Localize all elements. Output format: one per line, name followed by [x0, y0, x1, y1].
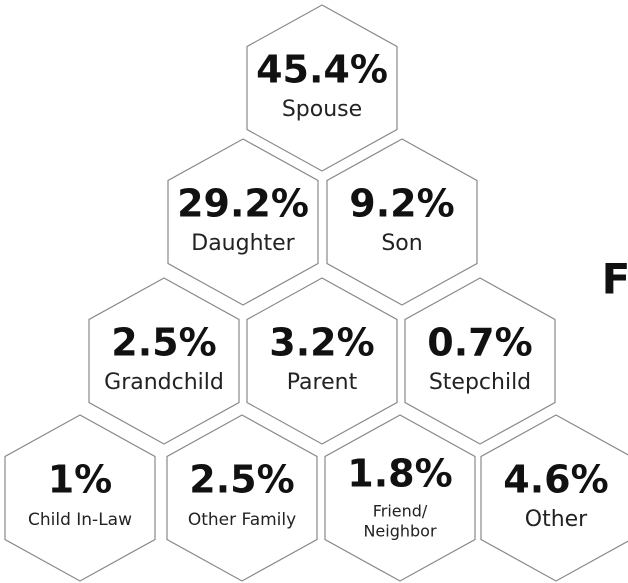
- tile-value: 3.2%: [269, 321, 374, 365]
- hexagon: [326, 138, 478, 306]
- tile-value: 45.4%: [256, 48, 388, 92]
- hex-tile: 45.4% Spouse: [246, 4, 398, 172]
- tile-value: 9.2%: [349, 182, 454, 226]
- hex-tile: 1.8% Friend/Neighbor: [324, 414, 476, 582]
- hexagon: [324, 414, 476, 582]
- tile-value: 29.2%: [177, 182, 309, 226]
- side-text: F: [602, 255, 628, 304]
- hex-tile: 2.5% Other Family: [166, 414, 318, 582]
- tile-value: 1.8%: [347, 452, 452, 496]
- tile-label: Spouse: [282, 97, 362, 122]
- hexagon: [167, 138, 319, 306]
- hexagon: [404, 277, 556, 445]
- hex-tile: 9.2% Son: [326, 138, 478, 306]
- tile-label: Grandchild: [104, 370, 224, 395]
- tile-value: 0.7%: [427, 321, 532, 365]
- tile-label: Friend/: [373, 502, 428, 521]
- hex-tile: 0.7% Stepchild: [404, 277, 556, 445]
- tile-label: Child In-Law: [28, 510, 132, 530]
- tile-label: Neighbor: [363, 522, 437, 541]
- tile-label: Other Family: [188, 510, 296, 530]
- hex-tile: 1% Child In-Law: [4, 414, 156, 582]
- tile-label: Son: [381, 231, 422, 256]
- tile-value: 2.5%: [111, 321, 216, 365]
- hexagon: [4, 414, 156, 582]
- tile-label: Stepchild: [429, 370, 531, 395]
- hex-tile: 2.5% Grandchild: [88, 277, 240, 445]
- hex-tile: 4.6% Other: [480, 414, 628, 582]
- hex-tile: 3.2% Parent: [246, 277, 398, 445]
- hexagon: [480, 414, 628, 582]
- tile-value: 2.5%: [189, 458, 294, 502]
- hexagon: [166, 414, 318, 582]
- tile-value: 4.6%: [503, 458, 608, 502]
- hexagon: [246, 277, 398, 445]
- hex-tile: 29.2% Daughter: [167, 138, 319, 306]
- hexagon: [246, 4, 398, 172]
- tile-label: Parent: [287, 370, 358, 395]
- tile-label: Daughter: [191, 231, 295, 256]
- tile-label: Other: [525, 507, 588, 532]
- hexagon: [88, 277, 240, 445]
- tile-value: 1%: [48, 458, 113, 502]
